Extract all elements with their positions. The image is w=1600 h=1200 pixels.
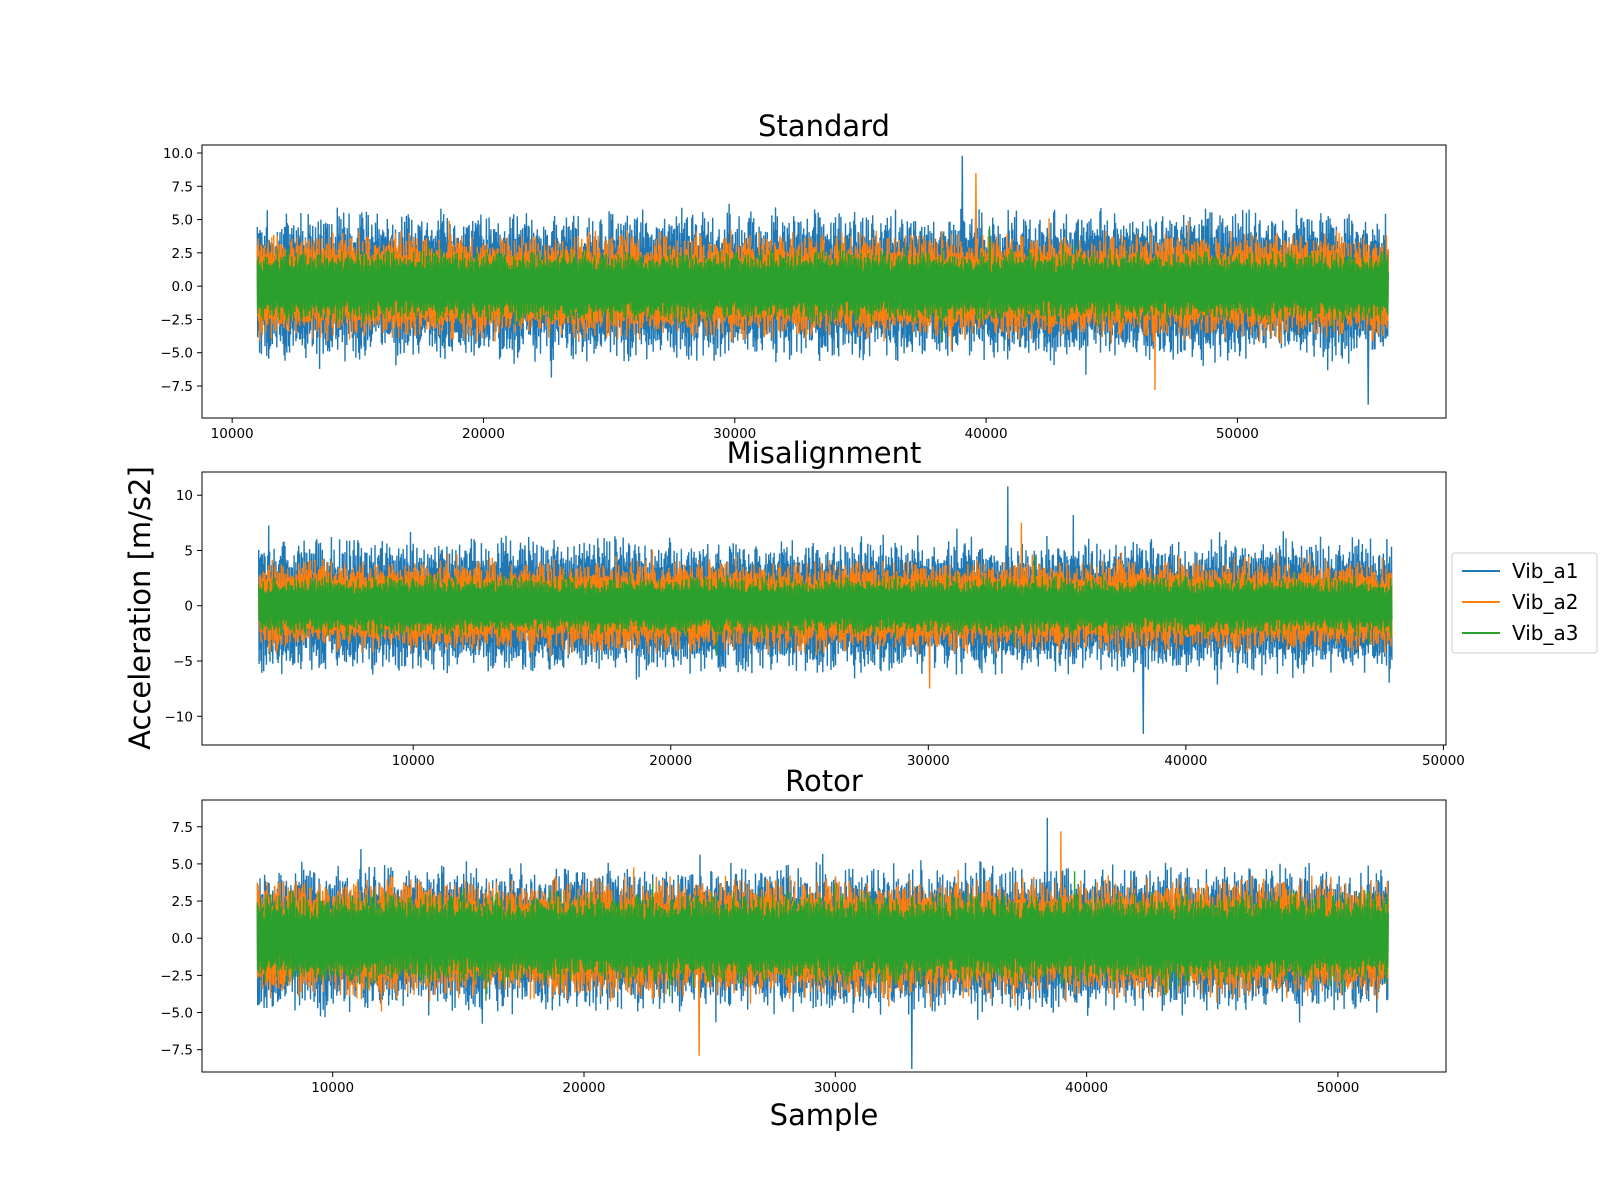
subplot-title-rotor: Rotor [785,764,863,798]
x-tick-label: 40000 [1065,1080,1108,1096]
y-tick-label: −2.5 [160,312,193,328]
x-tick-label: 10000 [211,426,254,442]
y-axis-label: Acceleration [m/s2] [123,466,157,750]
x-tick-label: 30000 [713,426,756,442]
plot-frame-rotor [201,799,1447,1073]
y-tick-label: 0.0 [172,279,193,295]
x-tick-label: 20000 [563,1080,606,1096]
series-line-vib-a3 [256,871,1389,1001]
y-tick-label: −7.5 [160,379,193,395]
y-tick-label: 5.0 [172,857,193,873]
series-group-misalignment [258,486,1393,734]
plot-frame-misalignment [201,471,1447,746]
y-tick-label: −5 [173,654,193,670]
legend-label-vib-a2: Vib_a2 [1512,590,1578,614]
x-tick-label: 20000 [649,753,692,769]
y-tick-label: 7.5 [172,820,193,836]
y-tick-label: −5.0 [160,1006,193,1022]
x-tick-label: 50000 [1216,426,1259,442]
subplot-standard: Standard −7.5 −5.0 −2.5 0.0 2.5 5.0 7.5 10.0 1000… [160,109,1447,442]
x-tick-label: 50000 [1316,1080,1359,1096]
y-tick-label: 0.0 [172,931,193,947]
y-tick-label: −10 [165,709,194,725]
legend: Vib_a1 Vib_a2 Vib_a3 [1451,552,1598,654]
subplot-rotor: Rotor −7.5 −5.0 −2.5 0.0 2.5 5.0 7.5 10000 20000 3… [160,764,1447,1096]
x-tick-label: 30000 [814,1080,857,1096]
x-tick-label: 40000 [965,426,1008,442]
x-tick-label: 10000 [392,753,435,769]
series-group-standard [256,155,1389,405]
y-tick-label: 10 [176,488,193,504]
x-tick-label: 30000 [907,753,950,769]
y-tick-label: 0 [184,599,193,615]
subplot-misalignment: Misalignment −10 −5 0 5 10 10000 20000 30000 4000… [165,436,1465,769]
y-tick-label: 7.5 [172,179,193,195]
y-tick-label: 2.5 [172,246,193,262]
x-tick-label: 40000 [1164,753,1207,769]
legend-frame [1451,552,1598,654]
x-tick-label: 20000 [462,426,505,442]
y-tick-label: −7.5 [160,1043,193,1059]
legend-label-vib-a3: Vib_a3 [1512,621,1578,645]
y-tick-label: 2.5 [172,894,193,910]
x-tick-label: 50000 [1422,753,1465,769]
series-line-vib-a3 [256,226,1389,343]
y-tick-label: 5 [184,543,193,559]
subplot-title-misalignment: Misalignment [727,436,922,470]
y-tick-label: −2.5 [160,968,193,984]
y-tick-label: 10.0 [163,146,193,162]
y-tick-label: −5.0 [160,346,193,362]
legend-label-vib-a1: Vib_a1 [1512,559,1578,583]
plot-frame-standard [201,144,1447,419]
x-axis-label: Sample [770,1098,879,1132]
series-group-rotor [256,817,1389,1070]
series-line-vib-a3 [258,555,1393,656]
y-tick-label: 5.0 [172,213,193,229]
subplot-title-standard: Standard [758,109,890,143]
x-tick-label: 10000 [311,1080,354,1096]
